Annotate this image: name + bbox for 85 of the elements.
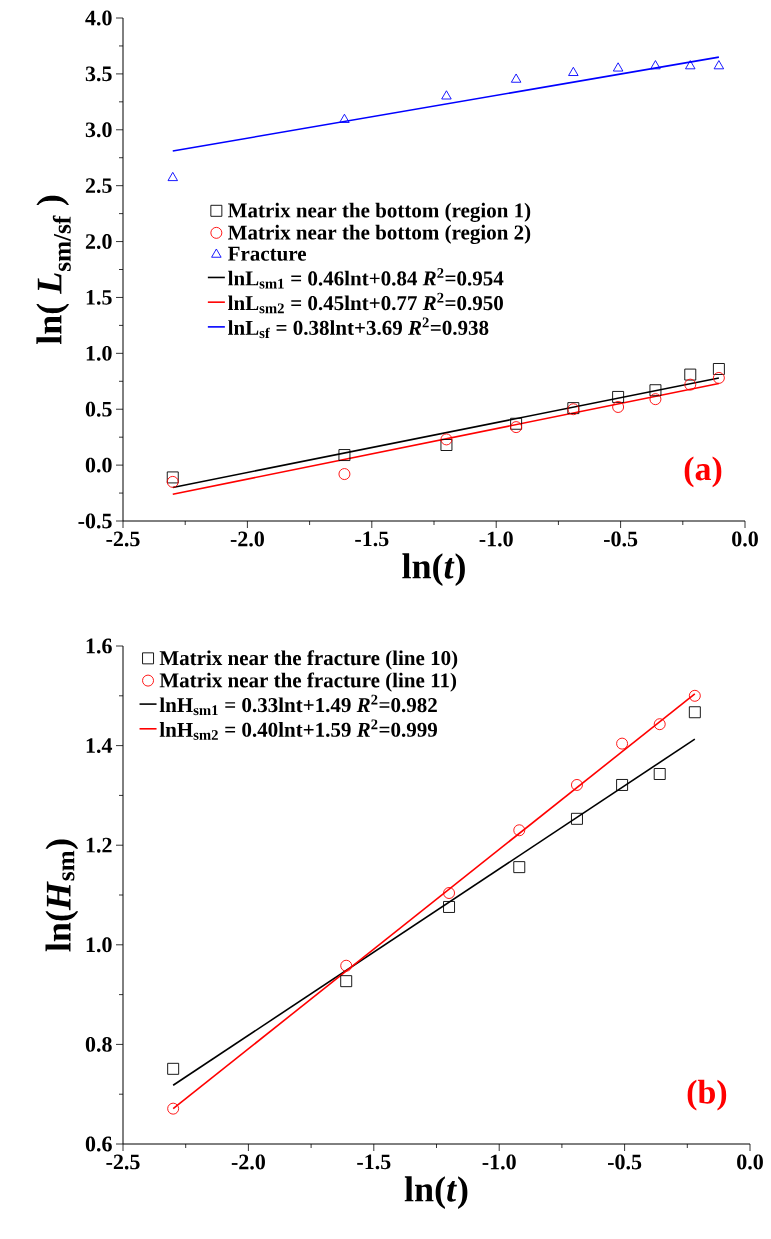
x-tick-label: -1.5 [357,1154,391,1170]
point [443,887,455,899]
point [167,1102,180,1115]
point [649,393,662,406]
x-tick-label: -1.5 [355,531,389,547]
point [166,475,179,488]
point [510,417,523,430]
legend-label: lnL$_{sm1}$ = 0.46lnt+0.84 R$^{2}$=0.954 [228,268,504,289]
x-axis-title: ln(t) [404,1176,468,1209]
y-axis-title: ln( L$_{sm/sf}$ ) [36,195,71,345]
point [649,384,662,397]
point [167,171,178,182]
annotation: (a) [684,456,722,488]
y-tick-label: 1.5 [86,290,112,305]
y-tick-label: 1.0 [86,345,112,361]
point [650,60,661,70]
point [568,66,579,76]
point [440,433,453,446]
point [510,421,523,434]
y-tick-label: 0.6 [85,1136,112,1152]
point [616,737,629,750]
x-tick-label: -1.0 [479,531,513,547]
y-tick-label: -0.5 [78,513,112,529]
point [510,73,522,83]
point [440,439,453,451]
legend-label: lnL$_{sm2}$ = 0.45lnt+0.77 R$^{2}$=0.950 [228,292,503,314]
y-tick-label: 1.6 [86,638,112,654]
point [513,824,526,837]
point [340,975,353,988]
point [712,363,725,375]
point [340,959,353,972]
y-tick-label: 0.8 [85,1036,112,1052]
y-tick-label: 0.5 [85,401,112,417]
legend-label: Matrix near the bottom (region 1) [228,202,531,222]
y-tick-label: 3.5 [85,66,112,82]
point [338,468,351,481]
x-tick-label: -2.5 [106,531,140,547]
point [338,449,351,462]
point [653,718,666,731]
point [612,401,625,413]
legend-label: Matrix near the bottom (region 2) [228,224,531,245]
point [688,706,701,719]
annotation: (b) [687,1079,727,1111]
point [167,1062,180,1075]
point [612,390,625,403]
point [713,60,725,70]
point [513,861,526,874]
y-tick-label: 1.2 [86,837,112,853]
x-tick-label: -0.5 [608,1154,642,1170]
legend-label: Matrix near the fracture (line 10) [159,650,458,670]
x-tick-label: -1.0 [482,1154,516,1170]
point [653,768,666,780]
x-tick-label: 0.0 [732,531,758,547]
point [571,779,583,791]
y-tick-label: 0.0 [85,457,112,473]
point [684,378,697,391]
point [685,60,696,70]
point [441,90,452,100]
x-axis-title: ln(t) [402,553,465,586]
point [684,368,697,381]
point [571,812,583,825]
point [612,62,624,72]
x-tick-label: -2.5 [106,1154,140,1170]
y-axis-title: ln(H$_{sm}$) [45,839,79,952]
y-tick-label: 1.4 [86,738,113,754]
y-tick-label: 1.0 [86,937,112,953]
legend-label: Fracture [228,246,307,261]
point [616,779,629,791]
point [166,471,179,484]
y-tick-label: 2.0 [85,234,112,250]
point [339,113,350,123]
point [712,371,725,384]
y-tick-label: 3.0 [85,122,112,138]
point [443,901,455,913]
x-tick-label: -2.0 [231,1154,265,1170]
legend-label: lnL$_{sf}$ = 0.38lnt+3.69 R$^{2}$=0.938 [228,317,489,339]
x-tick-label: 0.0 [737,1154,763,1170]
y-tick-label: 4.0 [85,10,112,26]
legend-label: Matrix near the fracture (line 11) [159,672,457,692]
legend-label: lnH$_{sm1}$ = 0.33lnt+1.49 R$^{2}$=0.982 [159,694,437,716]
legend-label: lnH$_{sm2}$ = 0.40lnt+1.59 R$^{2}$=0.999 [159,719,437,740]
x-tick-label: -2.0 [230,531,264,547]
y-tick-label: 2.5 [85,178,112,194]
point [688,689,701,702]
x-tick-label: -0.5 [604,531,638,547]
